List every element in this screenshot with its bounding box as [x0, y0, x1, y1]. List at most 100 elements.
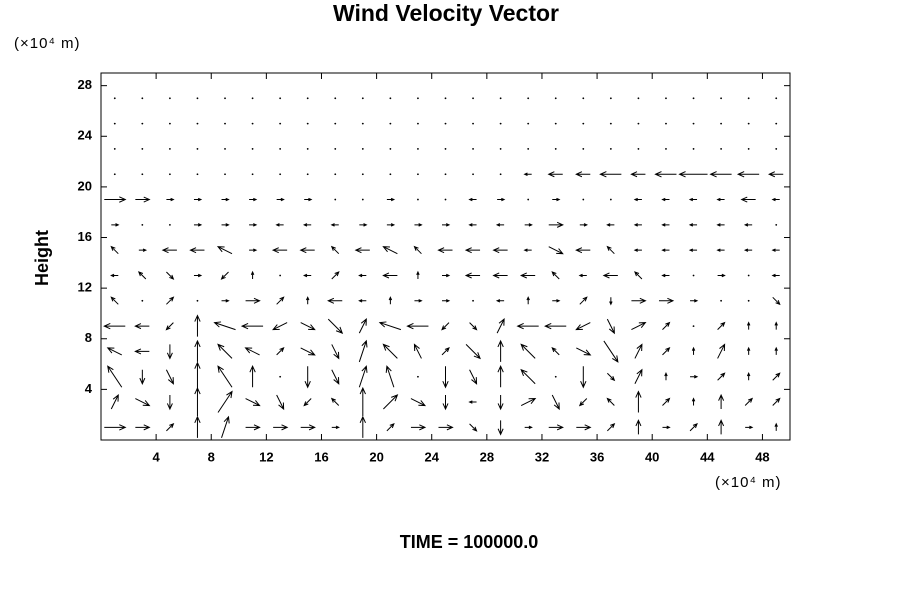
- vector-arrow: [414, 299, 423, 303]
- footer-text: TIME = 100000.0: [400, 532, 539, 552]
- vector-arrow: [104, 424, 127, 431]
- vector-arrow: [194, 386, 201, 417]
- vector-dot: [444, 148, 447, 150]
- vector-arrow: [718, 419, 725, 435]
- vector-arrow: [716, 197, 725, 202]
- y-tick-label: 4: [85, 381, 93, 396]
- vector-dot: [499, 97, 502, 100]
- vector-arrow: [331, 369, 340, 385]
- vector-arrow: [135, 398, 151, 407]
- vector-arrow: [607, 372, 616, 382]
- vector-dot: [361, 97, 364, 100]
- vector-dot: [637, 122, 640, 125]
- vector-dot: [224, 148, 226, 150]
- vector-arrow: [516, 322, 539, 330]
- vector-dot: [224, 122, 226, 125]
- vector-arrow: [717, 343, 726, 359]
- vector-arrow: [305, 296, 310, 305]
- vector-arrow: [497, 420, 504, 436]
- vector-arrow: [746, 321, 751, 330]
- vector-dot: [499, 148, 502, 150]
- vector-arrow: [662, 425, 671, 430]
- vector-arrow: [774, 346, 778, 355]
- vector-arrow: [221, 197, 230, 202]
- vector-dot: [775, 148, 778, 150]
- vector-dot: [417, 148, 419, 150]
- x-tick-label: 44: [700, 449, 715, 464]
- vector-dot: [747, 299, 750, 302]
- vector-arrow: [578, 398, 588, 407]
- vector-arrow: [107, 365, 123, 388]
- vector-arrow: [688, 248, 698, 252]
- vector-arrow: [633, 197, 642, 202]
- vector-arrow: [104, 196, 127, 203]
- vector-dot: [637, 97, 640, 100]
- vector-arrow: [441, 347, 450, 356]
- vector-arrow: [194, 314, 201, 337]
- vector-dot: [417, 122, 419, 125]
- vector-arrow: [716, 223, 725, 227]
- vector-arrow: [110, 245, 119, 255]
- vector-arrow: [526, 296, 530, 305]
- vector-arrow: [599, 171, 622, 178]
- vector-arrow: [103, 322, 126, 330]
- vector-dot: [692, 148, 695, 150]
- vector-dot: [196, 173, 199, 176]
- vector-arrow: [662, 397, 671, 406]
- vector-arrow: [331, 344, 340, 360]
- vector-arrow: [579, 296, 588, 305]
- vector-dot: [554, 122, 557, 125]
- vector-arrow: [250, 270, 255, 279]
- vector-arrow: [358, 318, 367, 334]
- vector-arrow: [654, 171, 677, 178]
- vector-arrow: [772, 372, 781, 381]
- vector-dot: [444, 122, 447, 125]
- vector-dot: [334, 97, 337, 100]
- vector-dot: [224, 173, 226, 176]
- vector-arrow: [414, 223, 423, 227]
- vector-arrow: [688, 197, 698, 202]
- vector-dot: [251, 97, 254, 100]
- vector-arrow: [609, 297, 613, 306]
- vector-arrow: [771, 197, 780, 202]
- vector-dot: [472, 122, 474, 125]
- vector-dot: [141, 223, 144, 226]
- vector-dot: [306, 173, 309, 176]
- vector-dot: [251, 173, 254, 176]
- vector-arrow: [382, 272, 398, 279]
- vector-arrow: [736, 171, 760, 178]
- vector-arrow: [193, 273, 203, 278]
- vector-arrow: [300, 424, 316, 431]
- vector-arrow: [161, 247, 177, 254]
- vector-arrow: [437, 247, 453, 254]
- y-tick-label: 12: [78, 280, 92, 295]
- vector-dot: [334, 173, 337, 176]
- vector-arrow: [603, 340, 619, 363]
- y-tick-label: 8: [85, 330, 92, 345]
- vector-arrow: [662, 321, 671, 330]
- vector-dot: [279, 375, 282, 378]
- vector-dot: [472, 299, 474, 302]
- vector-dot: [141, 173, 144, 176]
- vector-arrow: [442, 395, 449, 411]
- vector-arrow: [606, 397, 615, 406]
- vector-dot: [720, 97, 722, 100]
- vector-arrow: [469, 423, 478, 432]
- vector-arrow: [413, 343, 422, 359]
- vector-dot: [554, 375, 557, 378]
- vector-arrow: [354, 247, 370, 254]
- vector-arrow: [383, 394, 399, 410]
- vector-arrow: [579, 223, 589, 227]
- vector-arrow: [768, 171, 784, 178]
- vector-dot: [527, 122, 530, 125]
- vector-dot: [582, 97, 585, 100]
- vector-arrow: [709, 171, 732, 178]
- vector-arrow: [221, 415, 230, 439]
- y-tick-label: 28: [78, 77, 92, 92]
- vector-arrow: [110, 296, 119, 305]
- vector-arrow: [276, 197, 285, 202]
- vector-arrow: [382, 246, 398, 255]
- vector-dot: [692, 122, 695, 125]
- vector-arrow: [386, 422, 395, 432]
